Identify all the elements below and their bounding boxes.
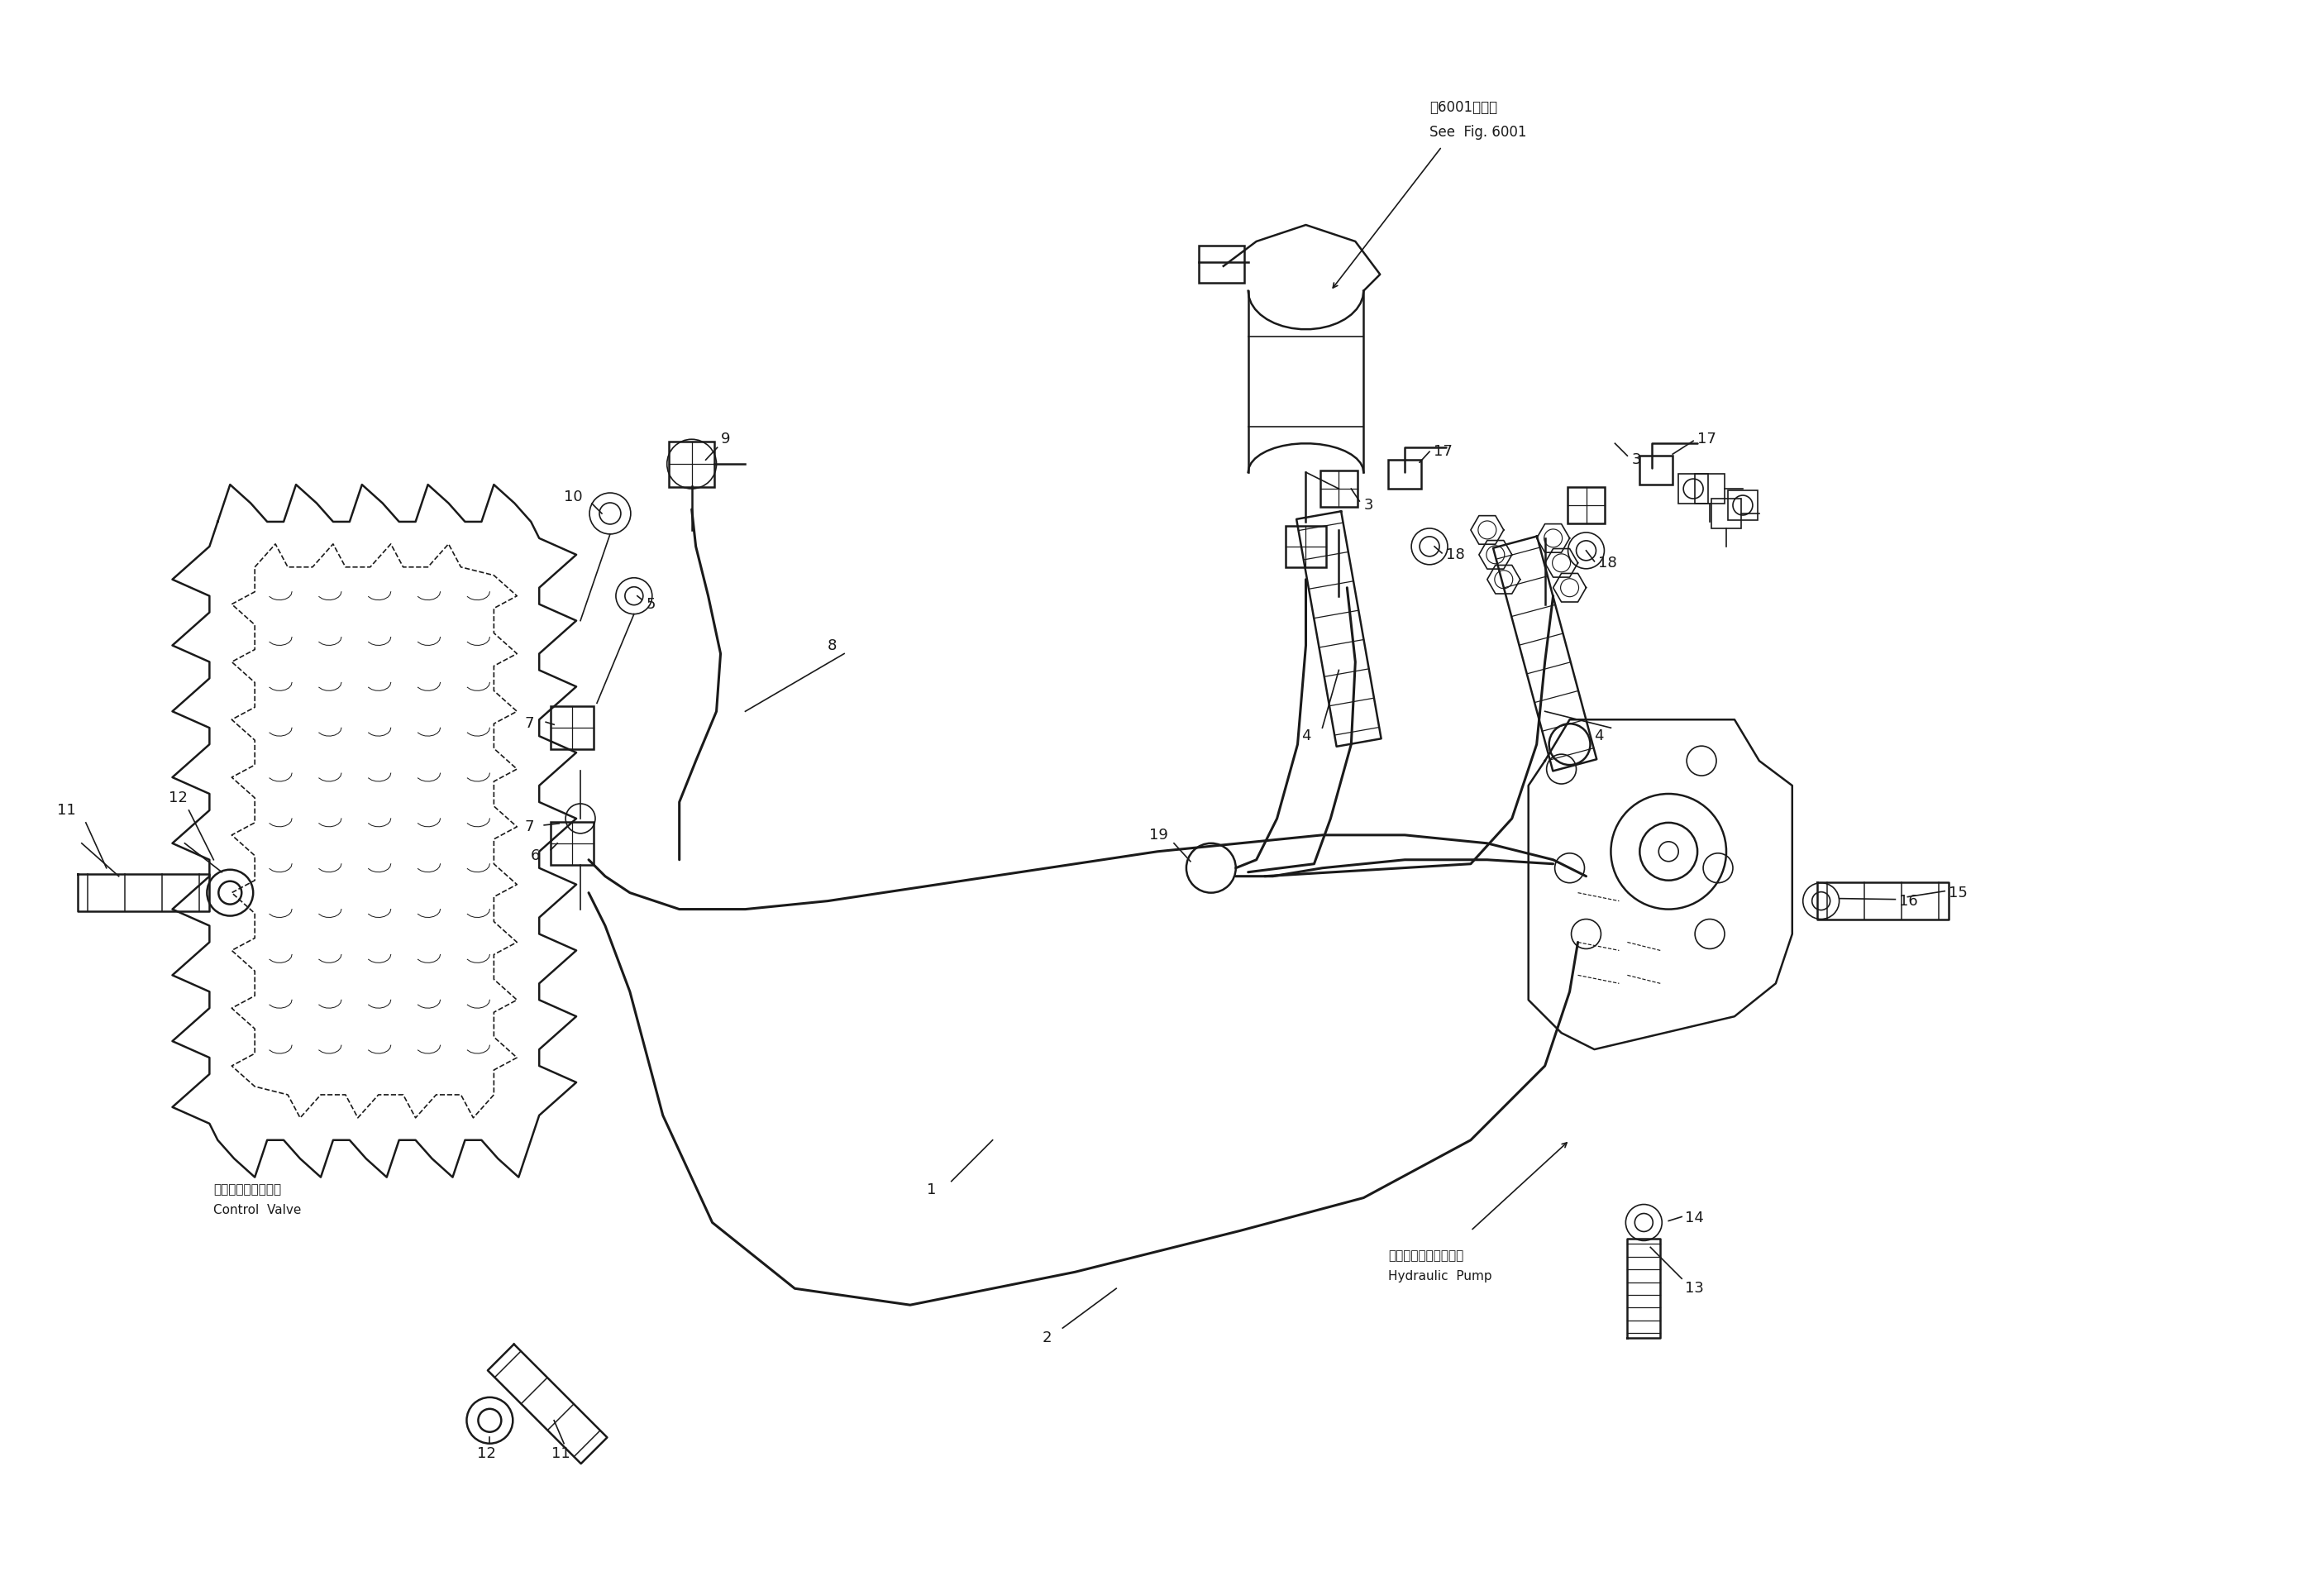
Bar <box>1694 474 1724 504</box>
Text: 3: 3 <box>1631 452 1641 468</box>
Text: 13: 13 <box>1685 1281 1703 1296</box>
Text: 18: 18 <box>1599 555 1618 571</box>
Text: 18: 18 <box>1446 547 1464 563</box>
Bar <box>551 707 593 749</box>
Bar <box>1641 455 1673 485</box>
Bar <box>551 822 593 865</box>
Text: 19: 19 <box>1150 827 1169 843</box>
Text: 17: 17 <box>1434 444 1452 458</box>
Text: 4: 4 <box>1594 729 1604 743</box>
Text: コントロールバルブ: コントロールバルブ <box>214 1183 281 1195</box>
Text: See  Fig. 6001: See Fig. 6001 <box>1429 125 1527 141</box>
Text: 6: 6 <box>530 847 541 863</box>
Text: 11: 11 <box>551 1447 569 1461</box>
Text: 15: 15 <box>1950 885 1968 900</box>
Text: 1: 1 <box>927 1183 937 1197</box>
Text: 10: 10 <box>565 490 583 504</box>
Text: 7: 7 <box>525 819 535 835</box>
Bar <box>1387 460 1422 489</box>
Text: 3: 3 <box>1364 498 1373 512</box>
Text: 11: 11 <box>58 803 77 817</box>
Text: 7: 7 <box>525 716 535 730</box>
Text: 2: 2 <box>1041 1331 1050 1345</box>
Text: 12: 12 <box>476 1447 497 1461</box>
Text: 4: 4 <box>1301 729 1311 743</box>
Text: 8: 8 <box>827 639 837 653</box>
Text: ハイドロリックポンプ: ハイドロリックポンプ <box>1387 1249 1464 1262</box>
Bar <box>1710 498 1741 528</box>
Text: 16: 16 <box>1899 893 1917 909</box>
Bar <box>1320 470 1357 508</box>
Bar <box>1199 245 1243 283</box>
Text: 5: 5 <box>646 596 655 612</box>
Text: 17: 17 <box>1697 432 1717 447</box>
Circle shape <box>1611 794 1727 909</box>
Text: Control  Valve: Control Valve <box>214 1205 302 1216</box>
Text: 第6001図参照: 第6001図参照 <box>1429 100 1497 115</box>
Text: 12: 12 <box>167 790 188 805</box>
Bar <box>1285 526 1327 568</box>
Text: 9: 9 <box>720 432 730 447</box>
Bar <box>1678 474 1708 504</box>
Bar <box>1729 490 1757 520</box>
Bar <box>1569 487 1604 523</box>
Text: Hydraulic  Pump: Hydraulic Pump <box>1387 1270 1492 1282</box>
Bar <box>669 441 713 487</box>
Text: 14: 14 <box>1685 1211 1703 1225</box>
